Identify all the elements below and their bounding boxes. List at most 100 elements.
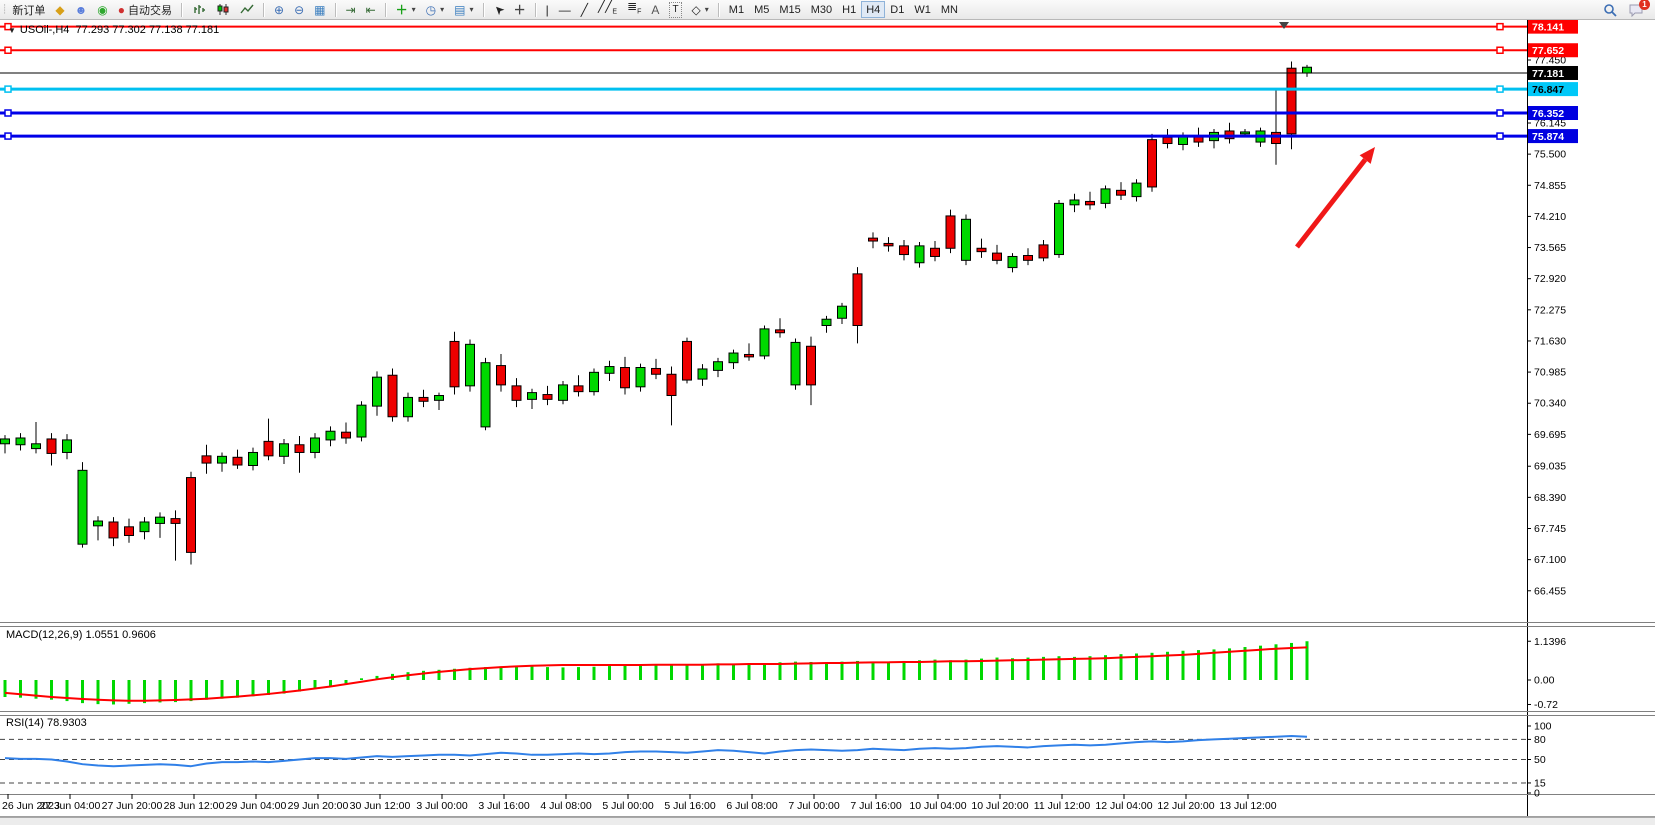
search-icon <box>1604 3 1617 17</box>
line-chart-button[interactable] <box>235 1 259 18</box>
candle <box>775 318 785 338</box>
time-tick-label: 13 Jul 12:00 <box>1219 800 1276 812</box>
bar-chart-button[interactable] <box>187 1 211 18</box>
candle <box>945 209 956 254</box>
time-tick-label: 10 Jul 04:00 <box>909 800 966 812</box>
candle <box>1147 133 1157 192</box>
profile-button[interactable]: ☻ <box>70 1 93 18</box>
line-handle[interactable] <box>4 46 12 54</box>
candle <box>387 368 398 422</box>
toolbar-separator <box>384 2 387 17</box>
timeframe-M30[interactable]: M30 <box>806 1 837 18</box>
shapes-button[interactable]: ◇ ▾ <box>687 1 714 18</box>
price-tick-label: 74.210 <box>1534 211 1566 223</box>
candle <box>46 433 57 466</box>
cursor-button[interactable]: ➤ <box>489 1 509 18</box>
text-label-button[interactable]: T <box>664 1 686 18</box>
channel-button[interactable]: ╱╱E <box>593 0 622 18</box>
signals-button[interactable]: ◉ <box>92 1 112 18</box>
candle <box>883 237 894 252</box>
notifications-button[interactable]: 1 <box>1623 0 1650 18</box>
fibonacci-icon: ≣F <box>627 0 642 16</box>
arrow-head[interactable] <box>1359 147 1375 164</box>
timeframe-MN[interactable]: MN <box>936 1 963 18</box>
styles-button[interactable]: ◆ <box>50 1 69 18</box>
auto-trading-button[interactable]: ● 自动交易 <box>113 1 177 18</box>
timeframe-M5[interactable]: M5 <box>749 1 774 18</box>
macd-indicator-label: MACD(12,26,9) 1.0551 0.9606 <box>6 629 156 641</box>
chart-shift-button[interactable]: ⇥ <box>341 1 361 18</box>
time-tick-label: 5 Jul 16:00 <box>664 800 716 812</box>
horizontal-line-icon: — <box>558 2 571 17</box>
candle <box>821 315 832 333</box>
macd-signal-line <box>4 646 1308 702</box>
candle-chart-button[interactable] <box>211 1 235 18</box>
time-tick-label: 27 Jun 04:00 <box>40 800 101 812</box>
timeframe-W1[interactable]: W1 <box>909 1 936 18</box>
candle <box>279 438 289 465</box>
timeframe-M1[interactable]: M1 <box>724 1 749 18</box>
line-handle[interactable] <box>4 22 12 31</box>
candle <box>1069 193 1080 213</box>
timeframe-D1[interactable]: D1 <box>885 1 909 18</box>
template-icon: ▤ <box>454 2 466 17</box>
line-handle[interactable] <box>4 132 12 140</box>
price-tick-label: 72.920 <box>1534 273 1566 285</box>
price-badge <box>1528 19 1578 34</box>
line-handle[interactable] <box>4 109 12 117</box>
time-tick-label: 5 Jul 00:00 <box>602 800 654 812</box>
line-handle[interactable] <box>1496 46 1504 54</box>
candle <box>186 471 196 565</box>
vertical-line-button[interactable]: | <box>541 1 554 18</box>
time-tick-label: 27 Jun 20:00 <box>102 800 163 812</box>
candle <box>620 356 630 395</box>
rsi-line <box>4 735 1308 768</box>
line-handle[interactable] <box>1496 22 1504 31</box>
horizontal-line-button[interactable]: — <box>554 1 576 18</box>
tile-windows-button[interactable]: ▦ <box>309 1 330 18</box>
price-tick-label: 77.450 <box>1534 55 1566 67</box>
add-indicator-icon: ＋ <box>395 2 408 17</box>
candle <box>1224 122 1235 144</box>
line-handle[interactable] <box>1496 132 1504 140</box>
autotrade-icon: ● <box>117 2 126 17</box>
candle <box>77 462 88 548</box>
timeframe-H1[interactable]: H1 <box>837 1 861 18</box>
periods-button[interactable]: ◷ ▾ <box>421 1 450 18</box>
timeframe-M15[interactable]: M15 <box>774 1 805 18</box>
svg-text:76.847: 76.847 <box>1532 84 1564 96</box>
new-order-button[interactable]: 新订单 <box>7 1 50 18</box>
trendline-button[interactable]: ╱ <box>576 1 593 18</box>
indicators-button[interactable]: ＋ ▾ <box>391 1 421 18</box>
candle <box>465 339 475 392</box>
zoom-out-button[interactable]: ⊖ <box>289 1 309 18</box>
chart-title-text: USOil-,H4 77.293 77.302 77.138 77.181 <box>19 24 220 36</box>
candle <box>1085 191 1095 210</box>
candle <box>1023 248 1033 266</box>
svg-text:77.652: 77.652 <box>1532 45 1564 57</box>
line-handle[interactable] <box>1496 85 1504 93</box>
time-tick-label: 12 Jul 04:00 <box>1095 800 1152 812</box>
templates-button[interactable]: ▤ ▾ <box>449 1 478 18</box>
toolbar-separator <box>334 2 337 17</box>
time-tick-label: 6 Jul 08:00 <box>726 800 778 812</box>
label-icon: T <box>669 1 682 18</box>
timeframe-H4[interactable]: H4 <box>861 1 886 18</box>
crosshair-button[interactable]: ＋ <box>509 1 531 18</box>
line-handle[interactable] <box>1496 109 1504 117</box>
zoom-in-button[interactable]: ⊕ <box>269 1 289 18</box>
fibonacci-button[interactable]: ≣F <box>622 0 646 18</box>
text-button[interactable]: A <box>646 1 664 18</box>
time-tick-label: 3 Jul 16:00 <box>478 800 530 812</box>
search-button[interactable] <box>1598 1 1623 18</box>
arrow-annotation[interactable] <box>1295 158 1368 249</box>
auto-scroll-button[interactable]: ⇤ <box>361 1 381 18</box>
candle <box>713 357 723 378</box>
candle <box>868 232 878 249</box>
auto-trading-label: 自动交易 <box>128 4 173 17</box>
shapes-icon: ◇ <box>691 2 701 17</box>
line-chart-icon <box>240 4 254 14</box>
line-handle[interactable] <box>4 85 12 93</box>
